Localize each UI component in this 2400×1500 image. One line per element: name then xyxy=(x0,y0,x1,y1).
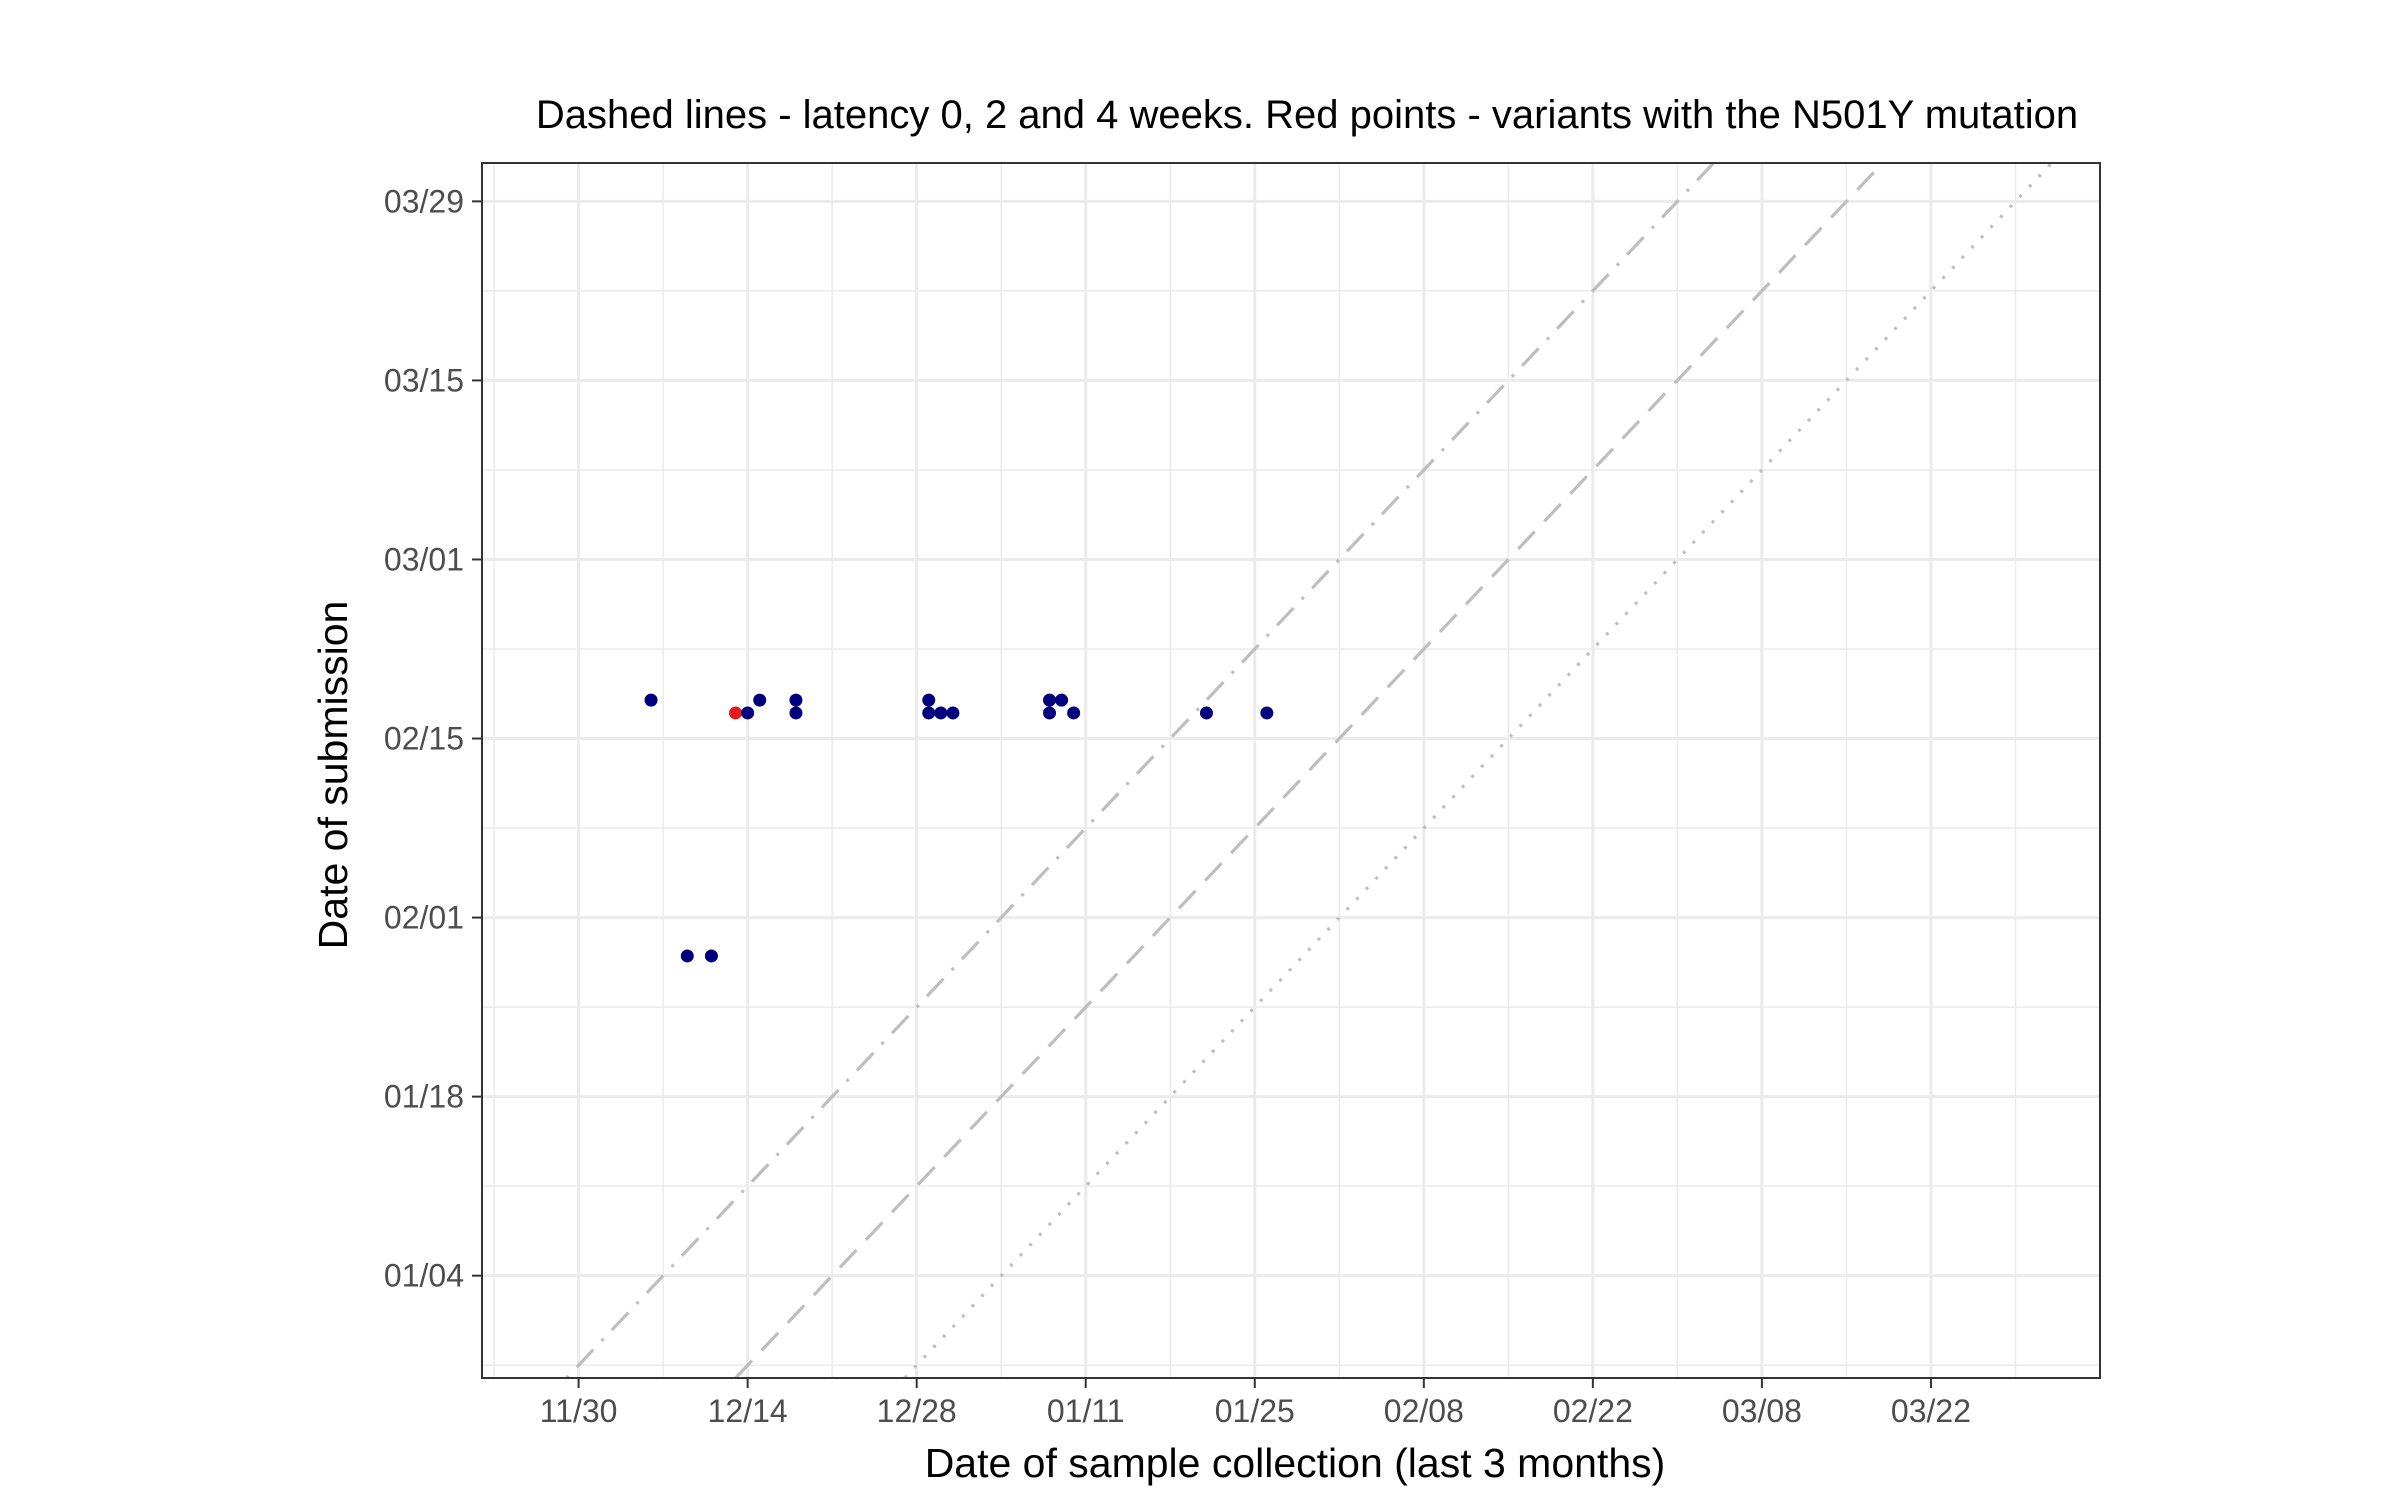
y-tick-label: 03/15 xyxy=(384,362,464,398)
y-tick-label: 01/18 xyxy=(384,1079,464,1115)
data-point xyxy=(1043,693,1057,707)
data-point xyxy=(789,706,803,720)
data-point xyxy=(753,693,767,707)
n501y-point xyxy=(729,706,743,720)
y-tick-label: 01/04 xyxy=(384,1258,464,1294)
x-tick-label: 02/22 xyxy=(1553,1393,1633,1429)
latency-reference-lines xyxy=(565,161,2053,1380)
y-axis-label: Date of submission xyxy=(310,601,356,950)
data-point xyxy=(704,949,718,963)
latency-2-weeks-line xyxy=(734,161,1884,1380)
y-tick-label: 02/15 xyxy=(384,721,464,757)
data-point xyxy=(680,949,694,963)
x-tick-label: 01/11 xyxy=(1047,1393,1125,1429)
latency-4-weeks-line xyxy=(565,161,1715,1380)
y-tick-label: 03/29 xyxy=(384,183,464,219)
data-point xyxy=(1067,706,1081,720)
data-point xyxy=(789,693,803,707)
data-point xyxy=(1260,706,1274,720)
x-tick-label: 03/08 xyxy=(1722,1393,1802,1429)
major-gridlines xyxy=(482,163,2100,1378)
data-point xyxy=(922,693,936,707)
minor-gridlines xyxy=(482,163,2100,1378)
data-points xyxy=(644,693,1274,963)
data-point xyxy=(741,706,755,720)
plot-panel-border xyxy=(481,162,2101,1379)
x-axis-label: Date of sample collection (last 3 months… xyxy=(925,1440,1666,1486)
y-tick-label: 02/01 xyxy=(384,900,464,936)
y-axis-ticks: 01/04 01/18 02/01 02/15 03/01 03/15 03/29 xyxy=(384,183,482,1294)
data-point xyxy=(934,706,948,720)
data-point xyxy=(946,706,960,720)
x-tick-label: 11/30 xyxy=(540,1393,618,1429)
data-point xyxy=(1055,693,1069,707)
chart-title: Dashed lines - latency 0, 2 and 4 weeks.… xyxy=(536,93,2078,137)
x-axis-ticks: 11/30 12/14 12/28 01/11 01/25 02/08 02/22 03/08… xyxy=(540,1378,1971,1429)
data-point xyxy=(1043,706,1057,720)
x-tick-label: 12/28 xyxy=(877,1393,957,1429)
x-tick-label: 02/08 xyxy=(1384,1393,1464,1429)
x-tick-label: 01/25 xyxy=(1215,1393,1295,1429)
data-point xyxy=(1199,706,1213,720)
data-point xyxy=(644,693,658,707)
x-tick-label: 12/14 xyxy=(708,1393,788,1429)
data-point xyxy=(922,706,936,720)
latency-0-weeks-line xyxy=(903,161,2053,1380)
x-tick-label: 03/22 xyxy=(1891,1393,1971,1429)
y-tick-label: 03/01 xyxy=(384,541,464,577)
